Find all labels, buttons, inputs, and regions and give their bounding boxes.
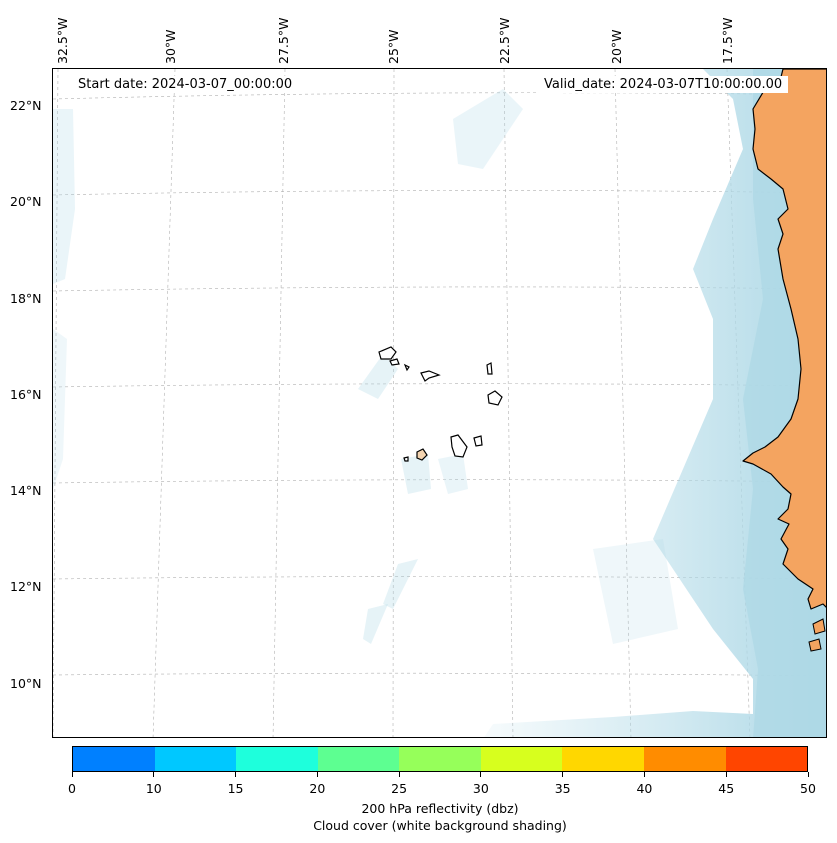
colorbar-tick [235,772,237,777]
graticule [53,69,826,737]
colorbar-tick [153,772,155,777]
colorbar-label: 200 hPa reflectivity (dbz) [361,801,519,816]
colorbar-tick [71,772,73,777]
lon-label-25w: 25°W [386,29,401,64]
colorbar-tick-label: 30 [472,781,489,796]
colorbar-tick [480,772,482,777]
cape-verde-islands [378,346,503,462]
colorbar-tick-label: 15 [227,781,244,796]
start-date-label: Start date: 2024-03-07_00:00:00 [72,76,299,93]
colorbar-segment [73,747,155,771]
lat-label-10n: 10°N [10,676,42,691]
lat-label-20n: 20°N [10,194,42,209]
colorbar-segment [236,747,318,771]
colorbar-segment [725,747,808,771]
cloud-cover-shading [53,69,826,737]
colorbar-segment [399,747,481,771]
lat-label-12n: 12°N [10,579,42,594]
bijagos-islands [808,618,826,652]
lon-label-27-5w: 27.5°W [276,17,291,64]
lat-label-16n: 16°N [10,387,42,402]
colorbar-segment [562,747,644,771]
colorbar-segment [643,747,726,771]
colorbar-segment [317,747,400,771]
valid-date-label: Valid_date: 2024-03-07T10:00:00.00 [538,76,789,93]
colorbar-tick-label: 40 [636,781,653,796]
reflectivity-colorbar [72,746,808,772]
colorbar-sublabel: Cloud cover (white background shading) [313,818,567,833]
colorbar-tick-label: 20 [309,781,326,796]
colorbar-tick [398,772,400,777]
colorbar-tick-label: 45 [718,781,735,796]
lat-label-22n: 22°N [10,98,42,113]
lon-label-20w: 20°W [609,29,624,64]
colorbar-tick-label: 35 [554,781,571,796]
colorbar-tick-label: 0 [68,781,76,796]
map-canvas [53,69,826,737]
map-frame [52,68,827,738]
colorbar-tick [807,772,809,777]
colorbar-tick-label: 25 [391,781,408,796]
lat-label-18n: 18°N [10,291,42,306]
lon-label-17-5w: 17.5°W [720,17,735,64]
colorbar-tick [316,772,318,777]
lon-label-22-5w: 22.5°W [497,17,512,64]
colorbar-tick-label: 50 [800,781,816,796]
lon-label-30w: 30°W [163,29,178,64]
colorbar-tick [562,772,564,777]
colorbar-tick-label: 10 [145,781,162,796]
colorbar-segment [154,747,237,771]
africa-landmass [742,69,826,610]
colorbar-segment [480,747,563,771]
colorbar-tick [643,772,645,777]
colorbar-tick [725,772,727,777]
lat-label-14n: 14°N [10,483,42,498]
lon-label-32-5w: 32.5°W [55,17,70,64]
